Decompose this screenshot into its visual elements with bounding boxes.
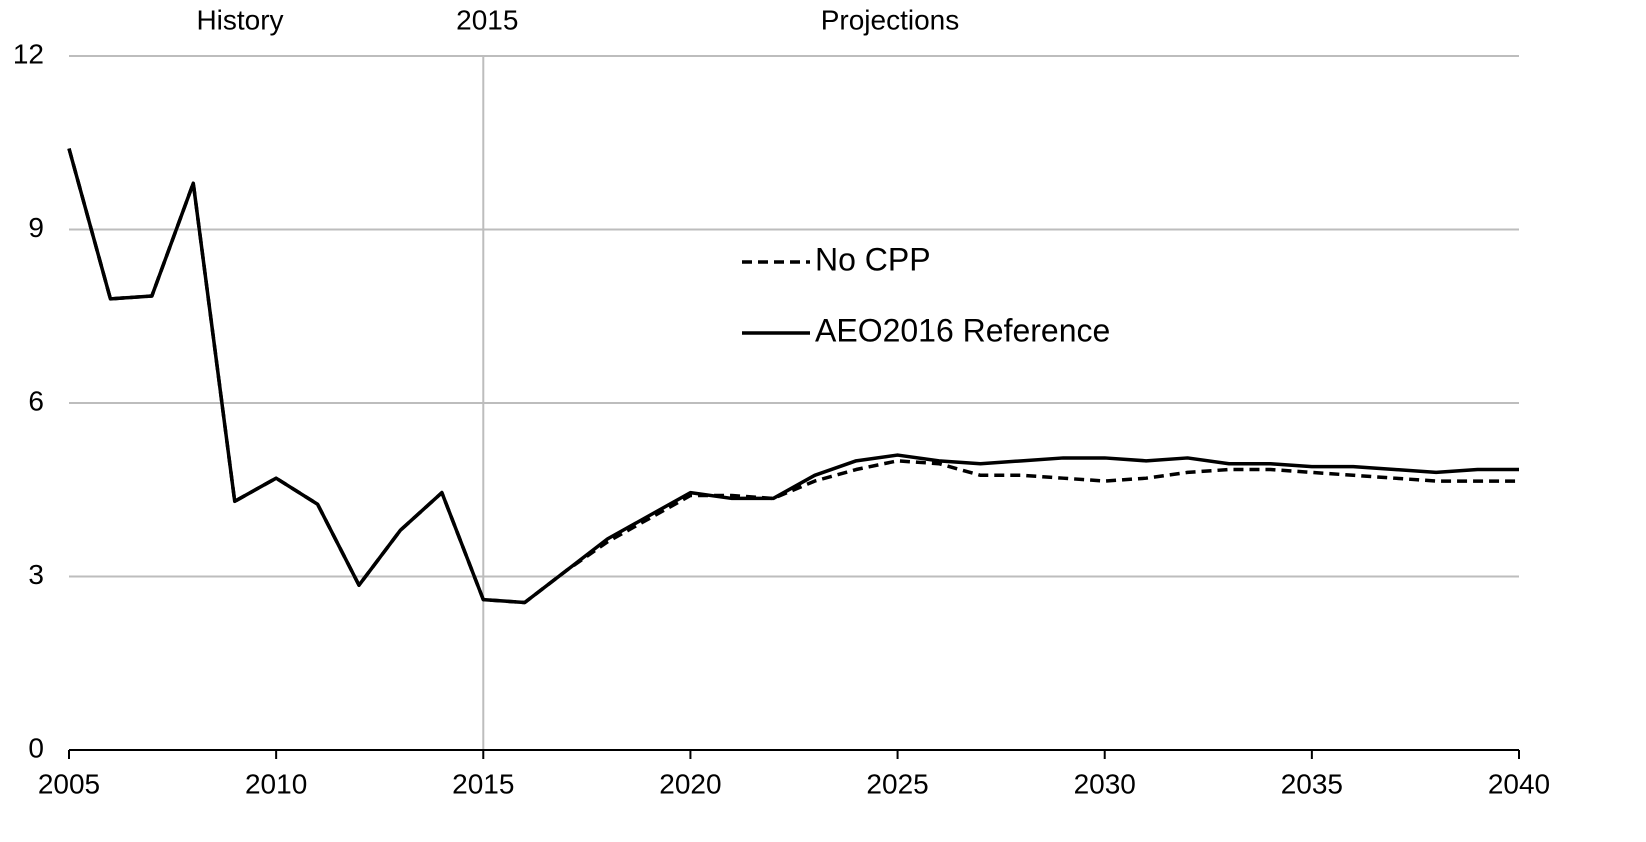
y-tick-label: 3 bbox=[28, 559, 44, 590]
series-line bbox=[67, 148, 1519, 605]
x-tick-label: 2030 bbox=[1074, 768, 1136, 799]
x-tick-label: 2010 bbox=[245, 768, 307, 799]
x-tick-label: 2040 bbox=[1488, 768, 1550, 799]
x-tick-label: 2020 bbox=[659, 768, 721, 799]
y-tick-label: 9 bbox=[28, 212, 44, 243]
x-tick-label: 2005 bbox=[38, 768, 100, 799]
annotation: Projections bbox=[821, 4, 960, 35]
series-line bbox=[67, 148, 1519, 605]
x-tick-label: 2035 bbox=[1281, 768, 1343, 799]
reference-label: 2015 bbox=[456, 4, 518, 35]
y-tick-label: 6 bbox=[28, 385, 44, 416]
legend-label: AEO2016 Reference bbox=[815, 312, 1110, 348]
y-tick-label: 12 bbox=[13, 38, 44, 69]
y-tick-label: 0 bbox=[28, 732, 44, 763]
x-tick-label: 2025 bbox=[866, 768, 928, 799]
legend-label: No CPP bbox=[815, 241, 931, 277]
x-tick-label: 2015 bbox=[452, 768, 514, 799]
annotation: History bbox=[196, 4, 283, 35]
